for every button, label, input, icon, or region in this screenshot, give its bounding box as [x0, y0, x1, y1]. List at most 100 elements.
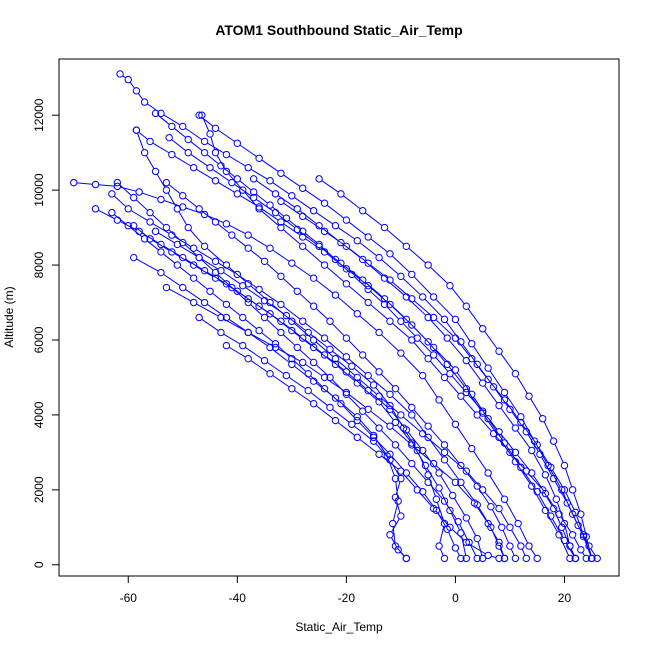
series-segment	[272, 249, 290, 262]
series-segment	[119, 184, 132, 196]
series-segment	[250, 360, 268, 373]
series-segment	[429, 343, 446, 363]
series-20	[315, 175, 596, 563]
series-segment	[250, 333, 273, 347]
series-16	[151, 109, 590, 563]
series-18	[108, 208, 465, 563]
series-segment	[500, 407, 514, 426]
data-point	[511, 554, 520, 563]
data-point	[555, 510, 563, 518]
series-segment	[152, 223, 170, 234]
series-segment	[491, 555, 497, 559]
data-point	[277, 272, 285, 280]
series-segment	[429, 319, 446, 337]
data-point	[386, 531, 394, 539]
data-point	[353, 310, 361, 318]
data-point	[375, 392, 383, 400]
series-segment	[590, 548, 596, 556]
series-segment	[261, 159, 279, 172]
series-segment	[228, 346, 246, 358]
series-segment	[402, 355, 421, 374]
series-segment	[217, 274, 230, 286]
series-segment	[500, 353, 514, 372]
series-segment	[331, 323, 345, 337]
series-segment	[392, 427, 410, 444]
series-segment	[130, 210, 148, 221]
series-segment	[272, 206, 285, 217]
series-segment	[424, 435, 443, 451]
data-point	[315, 242, 323, 251]
series-segment	[359, 438, 377, 453]
series-segment	[277, 195, 295, 208]
series-segment	[484, 331, 498, 349]
series-segment	[473, 360, 487, 378]
series-segment	[359, 315, 377, 331]
data-point	[228, 231, 236, 239]
series-segment	[440, 402, 455, 422]
data-point	[228, 178, 236, 187]
series-segment	[380, 429, 394, 443]
data-point	[91, 180, 100, 189]
data-point	[140, 235, 149, 243]
data-point	[448, 491, 457, 500]
data-point	[380, 300, 389, 309]
data-point	[288, 355, 296, 363]
series-5	[70, 178, 541, 563]
data-point	[495, 401, 503, 410]
series-segment	[552, 469, 564, 488]
data-point	[266, 310, 274, 318]
series-segment	[375, 439, 389, 453]
data-point	[91, 205, 100, 213]
data-point	[288, 259, 296, 267]
series-segment	[190, 154, 208, 167]
series-segment	[201, 210, 214, 221]
series-segment	[516, 464, 531, 484]
series-segment	[381, 455, 399, 470]
series-segment	[424, 298, 443, 318]
y-axis: 0 2000 4000 6000 8000 10000 12000	[32, 98, 60, 568]
series-segment	[484, 413, 498, 430]
series-segment	[559, 537, 570, 556]
data-point	[200, 148, 209, 157]
series-segment	[348, 270, 366, 285]
series-segment	[560, 516, 572, 533]
series-segment	[299, 210, 317, 225]
data-point	[130, 193, 138, 202]
series-segment	[364, 212, 383, 227]
series-segment	[136, 258, 159, 272]
series-segment	[174, 155, 192, 167]
series-segment	[413, 276, 432, 295]
data-point	[484, 469, 492, 477]
data-point	[189, 261, 198, 269]
data-point	[568, 486, 577, 494]
data-point	[299, 184, 307, 192]
data-point	[157, 195, 165, 204]
data-point	[408, 403, 416, 412]
data-point	[568, 531, 577, 539]
data-point	[277, 328, 285, 337]
data-point	[198, 111, 206, 119]
data-point	[468, 340, 476, 348]
series-22	[113, 178, 481, 563]
series-segment	[210, 136, 216, 150]
data-point	[146, 208, 154, 217]
series-segment	[511, 529, 520, 544]
data-point	[162, 223, 171, 232]
series-segment	[407, 432, 422, 449]
series-segment	[122, 75, 126, 79]
data-point	[293, 287, 301, 295]
series-segment	[462, 398, 476, 413]
data-point	[206, 163, 214, 172]
series-segment	[516, 376, 528, 394]
series-segment	[375, 443, 389, 458]
data-point	[135, 188, 143, 196]
series-segment	[489, 370, 504, 391]
series-segment	[239, 144, 257, 157]
series-segment	[395, 500, 401, 514]
data-point	[419, 488, 427, 496]
series-segment	[171, 139, 187, 152]
data-point	[277, 223, 285, 232]
series-segment	[272, 375, 290, 388]
series-segment	[413, 465, 427, 481]
series-segment	[445, 503, 457, 520]
